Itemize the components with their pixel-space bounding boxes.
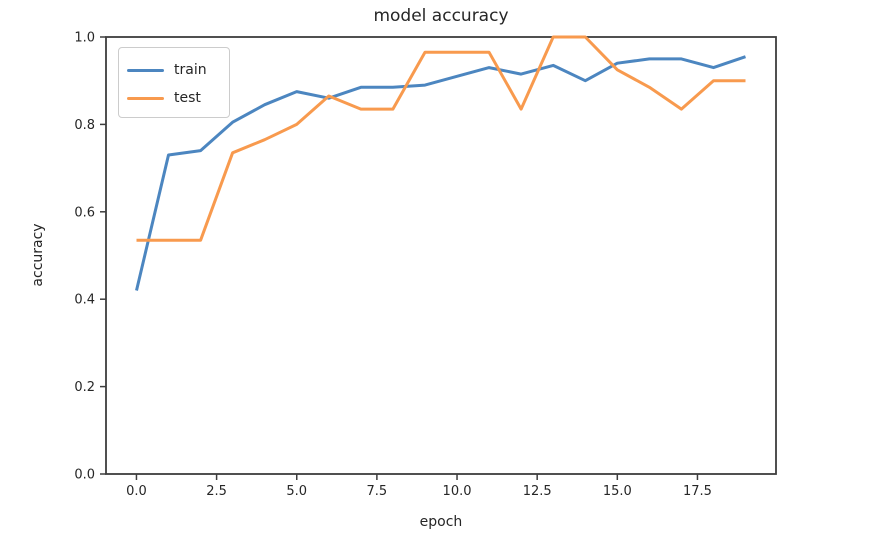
y-tick-label: 1.0 [74,31,95,46]
x-tick-label: 15.0 [603,484,632,499]
x-axis-label: epoch [419,514,463,530]
x-tick-label: 12.5 [523,484,552,499]
y-tick-label: 0.2 [74,380,95,395]
x-tick-label: 17.5 [683,484,712,499]
y-tick-label: 0.8 [74,118,95,133]
legend: train test [118,47,230,118]
legend-label-train: train [174,62,207,78]
y-tick-label: 0.6 [74,205,95,220]
axes-frame [105,36,777,475]
legend-item-test: test [127,87,219,109]
y-tick-label: 0.4 [74,293,95,308]
legend-label-test: test [174,90,201,106]
test-line-swatch [127,96,164,100]
x-tick-label: 7.5 [367,484,388,499]
test-line [136,35,746,242]
x-tick-label: 5.0 [286,484,307,499]
y-tick-label: 0.0 [74,468,95,483]
x-tick-label: 2.5 [206,484,227,499]
x-tick-label: 0.0 [126,484,147,499]
train-line-swatch [127,68,164,72]
x-tick-label: 10.0 [443,484,472,499]
chart-title: model accuracy [373,6,509,26]
train-line [135,55,746,291]
legend-item-train: train [127,59,219,81]
